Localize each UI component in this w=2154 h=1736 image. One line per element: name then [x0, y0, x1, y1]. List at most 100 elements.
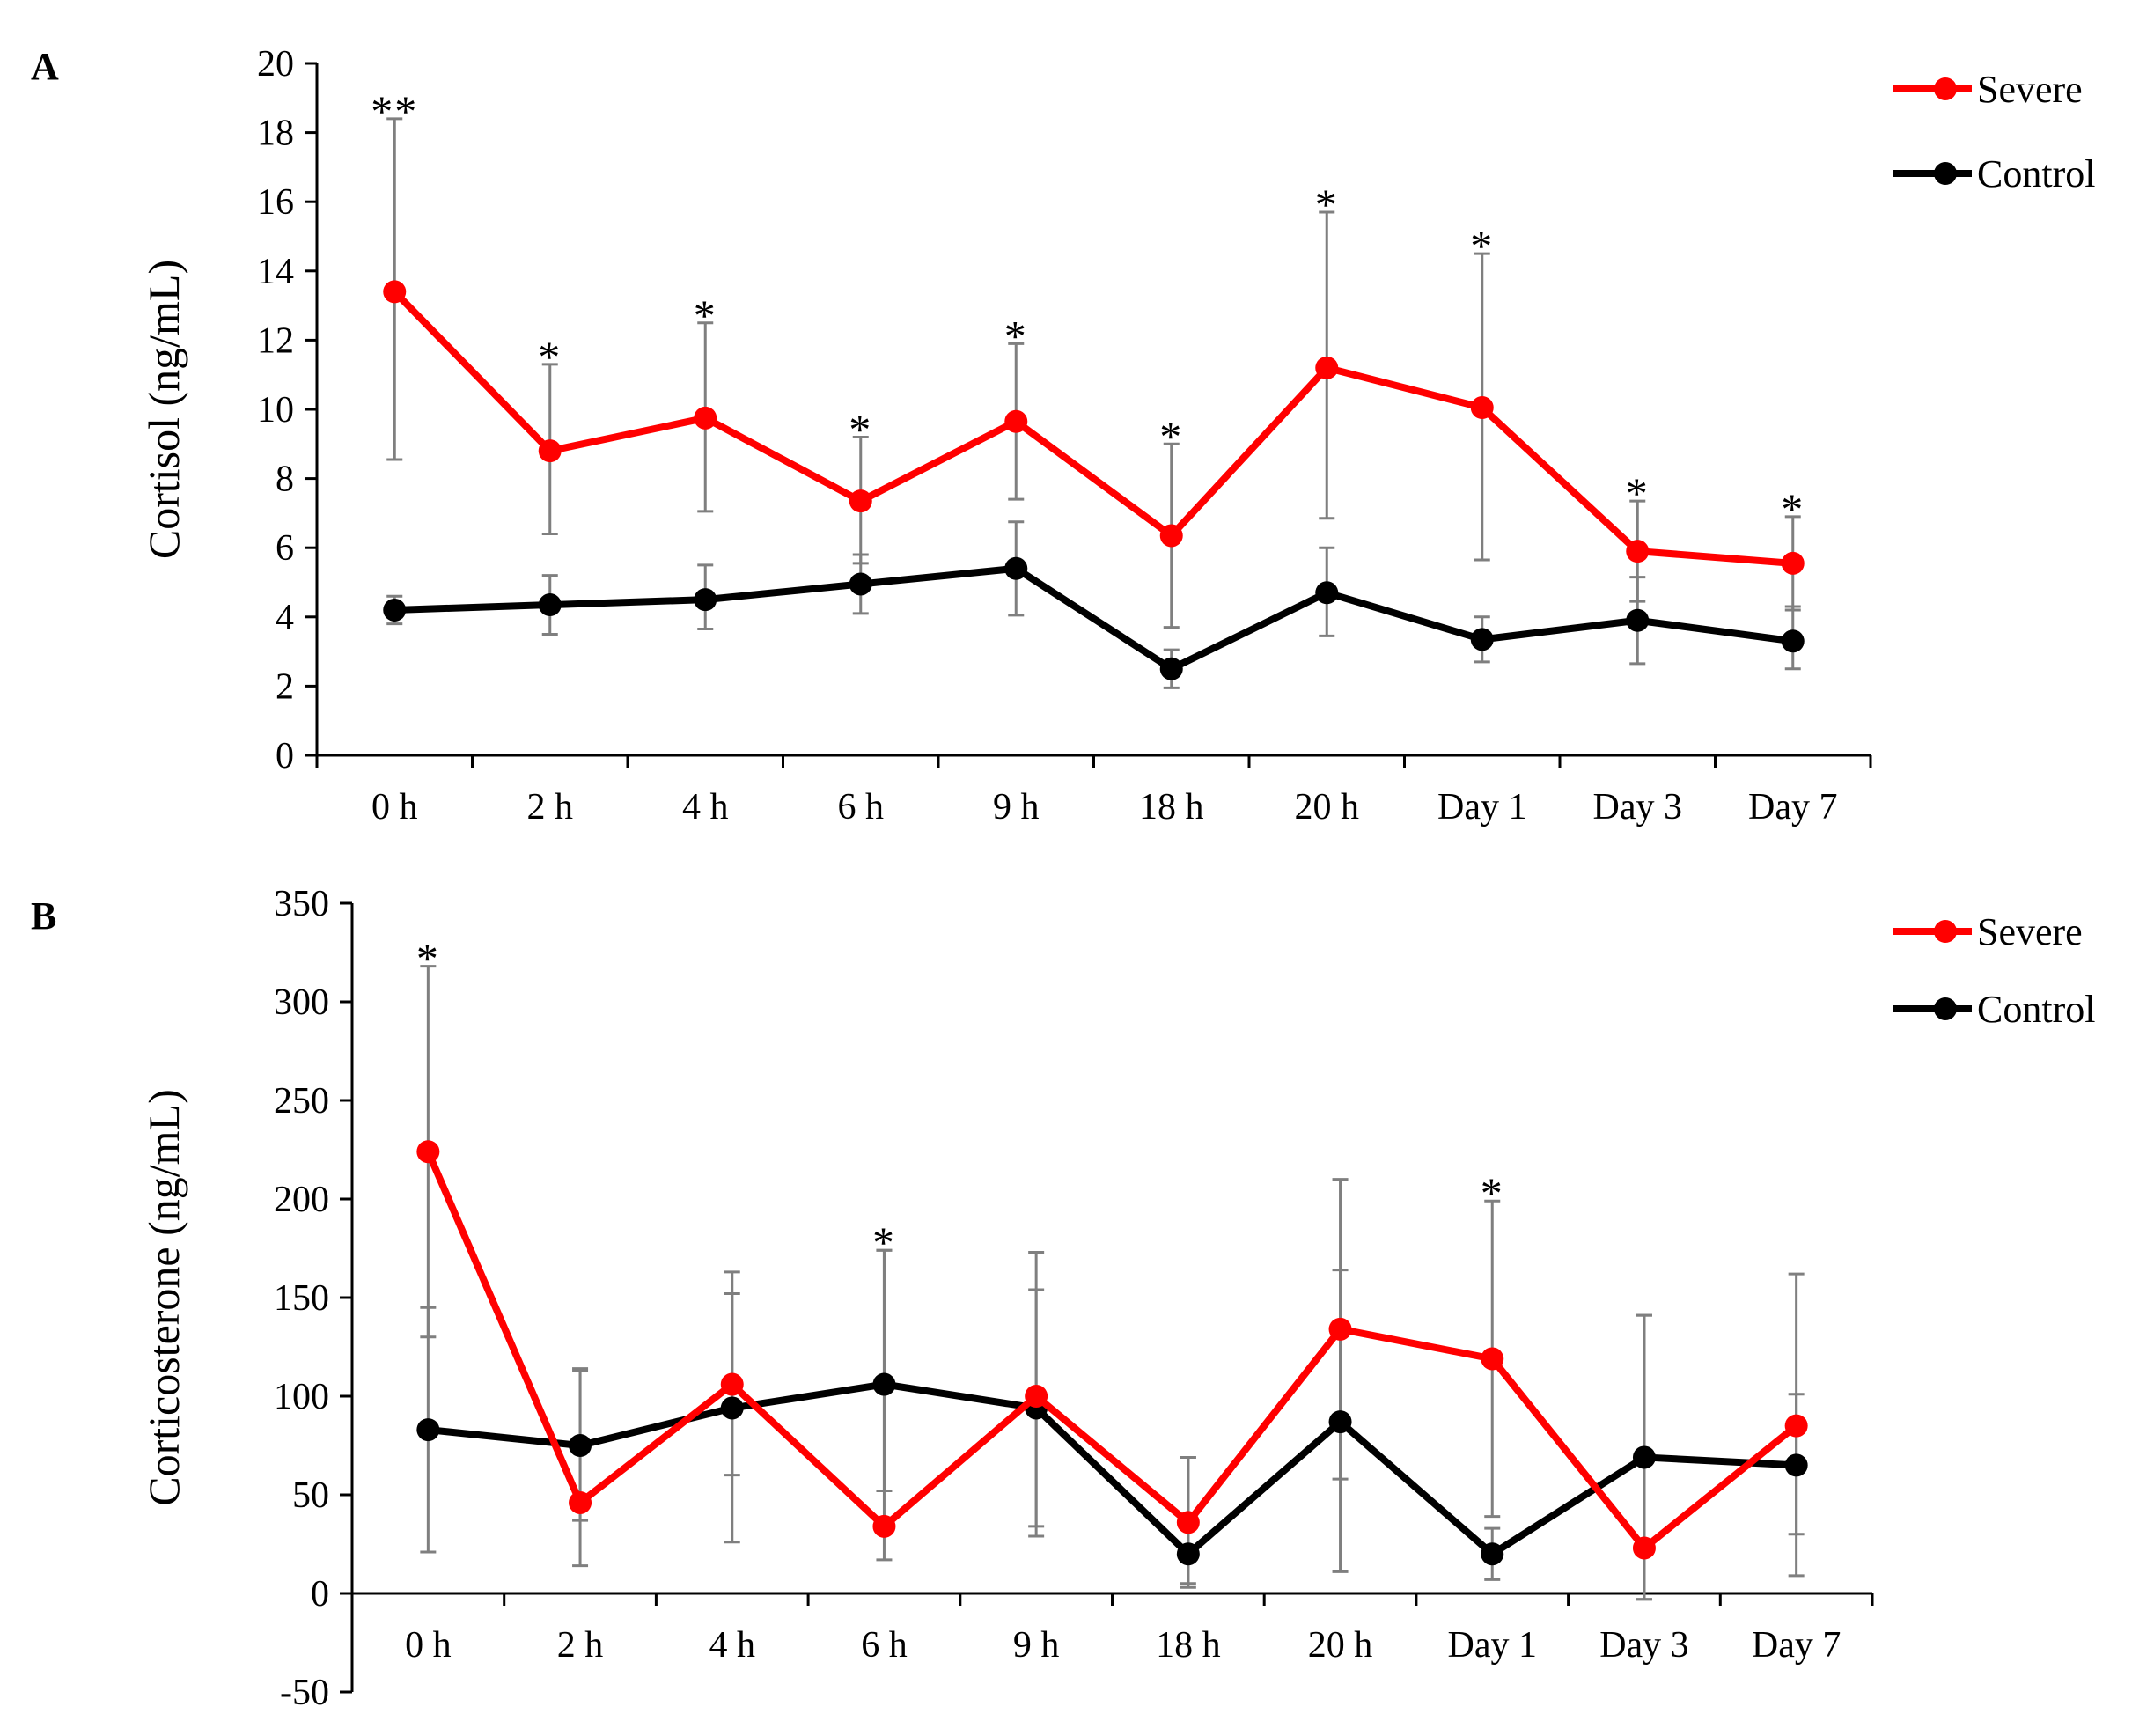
series-line-control	[394, 564, 1794, 673]
x-tick-label: Day 1	[1437, 787, 1526, 828]
y-tick-label: 100	[274, 1377, 329, 1417]
significance-marker: *	[1481, 1168, 1504, 1217]
y-tick-label: -50	[280, 1673, 329, 1713]
x-tick-label: 18 h	[1139, 787, 1204, 828]
data-point-severe	[569, 1490, 592, 1514]
significance-marker: *	[1470, 221, 1494, 270]
data-point-severe	[1025, 1385, 1048, 1408]
y-tick-label: 16	[257, 182, 294, 223]
data-point-control	[849, 572, 872, 596]
legend-swatch-marker	[1934, 77, 1957, 100]
data-point-control	[1632, 1445, 1656, 1469]
y-tick-label: 14	[257, 252, 294, 292]
data-point-severe	[872, 1514, 896, 1538]
significance-marker: *	[1626, 468, 1650, 518]
significance-marker: *	[872, 1217, 896, 1267]
legend-label-severe: Severe	[1977, 68, 2083, 111]
x-tick-label: 9 h	[993, 787, 1040, 828]
legend-swatch-marker	[1934, 920, 1957, 943]
y-tick-label: 4	[276, 598, 294, 638]
data-point-severe	[538, 439, 562, 463]
data-point-severe	[1784, 1414, 1808, 1438]
data-point-severe	[1781, 551, 1805, 575]
data-point-control	[538, 593, 562, 617]
data-point-control	[1481, 1542, 1504, 1566]
data-point-control	[1004, 556, 1028, 580]
legend-label-severe: Severe	[1977, 910, 2083, 953]
y-tick-label: 200	[274, 1180, 329, 1220]
x-tick-label: 20 h	[1295, 787, 1360, 828]
data-point-severe	[383, 280, 407, 304]
data-point-control	[1626, 608, 1650, 632]
y-tick-label: 2	[276, 666, 294, 707]
data-point-control	[1159, 657, 1183, 680]
y-axis-label: Cortisol (ng/mL)	[139, 260, 188, 559]
significance-marker: *	[694, 291, 717, 340]
y-tick-label: 0	[311, 1574, 329, 1615]
data-point-severe	[1481, 1347, 1504, 1371]
data-point-severe	[416, 1140, 440, 1164]
x-tick-label: 0 h	[405, 1625, 452, 1666]
significance-marker: *	[849, 404, 872, 453]
significance-marker: *	[538, 332, 562, 381]
significance-marker: *	[1781, 484, 1805, 533]
data-point-control	[1784, 1453, 1808, 1477]
y-tick-label: 10	[257, 390, 294, 430]
y-tick-label: 20	[257, 44, 294, 85]
panel-label: B	[31, 894, 56, 938]
data-point-severe	[1315, 356, 1339, 379]
y-tick-label: 350	[274, 884, 329, 924]
x-tick-label: 4 h	[709, 1625, 756, 1666]
data-point-severe	[1470, 396, 1494, 420]
chart-panel-b: B -50 0 50 100 150 200 250 300 350 0 h 2 h 4 h 6 h 9 h…	[31, 884, 2095, 1713]
x-tick-label: 20 h	[1308, 1625, 1373, 1666]
y-tick-label: 8	[276, 460, 294, 500]
x-tick-label: 6 h	[838, 787, 885, 828]
chart-panel-a: A 0 2 4 6 8 10 12 14 16 18 20 0 h 2 h 4 h 6 h 9 h 18 h 20 …	[31, 44, 2095, 828]
data-point-severe	[720, 1372, 744, 1396]
x-tick-label: 9 h	[1013, 1625, 1060, 1666]
data-point-control	[720, 1396, 744, 1420]
significance-marker: **	[371, 86, 418, 136]
legend-swatch-marker	[1934, 162, 1957, 185]
x-tick-label: Day 3	[1593, 787, 1682, 828]
y-tick-label: 250	[274, 1081, 329, 1122]
data-point-severe	[1626, 540, 1650, 563]
x-tick-label: 2 h	[527, 787, 574, 828]
y-axis-label: Corticosterone (ng/mL)	[139, 1089, 188, 1506]
legend-swatch-marker	[1934, 997, 1957, 1020]
y-tick-label: 6	[276, 528, 294, 569]
x-tick-label: 0 h	[371, 787, 418, 828]
x-tick-label: Day 7	[1748, 787, 1837, 828]
data-point-severe	[1004, 409, 1028, 433]
data-point-severe	[849, 489, 872, 513]
x-tick-label: 18 h	[1156, 1625, 1221, 1666]
y-tick-label: 12	[257, 320, 294, 361]
data-point-control	[1470, 628, 1494, 651]
data-point-severe	[1328, 1317, 1352, 1341]
y-tick-label: 50	[292, 1475, 329, 1516]
legend-label-control: Control	[1977, 152, 2095, 195]
legend-label-control: Control	[1977, 988, 2095, 1031]
y-tick-label: 18	[257, 114, 294, 154]
y-tick-label: 150	[274, 1278, 329, 1319]
significance-marker: *	[1315, 180, 1339, 229]
significance-marker: *	[1004, 311, 1028, 360]
data-point-severe	[1176, 1511, 1200, 1534]
series-line-control	[427, 1380, 1797, 1558]
x-tick-label: Day 1	[1448, 1625, 1537, 1666]
data-point-control	[1328, 1410, 1352, 1434]
x-tick-label: 6 h	[861, 1625, 908, 1666]
x-tick-label: 2 h	[557, 1625, 604, 1666]
data-point-severe	[1632, 1536, 1656, 1560]
data-point-control	[694, 588, 717, 612]
y-tick-label: 0	[276, 736, 294, 776]
x-tick-label: Day 7	[1752, 1625, 1841, 1666]
data-point-control	[1176, 1542, 1200, 1566]
data-point-control	[872, 1372, 896, 1396]
panel-label: A	[31, 45, 59, 88]
data-point-severe	[1159, 524, 1183, 548]
series-line-severe	[424, 1150, 1799, 1552]
x-tick-label: 4 h	[682, 787, 729, 828]
